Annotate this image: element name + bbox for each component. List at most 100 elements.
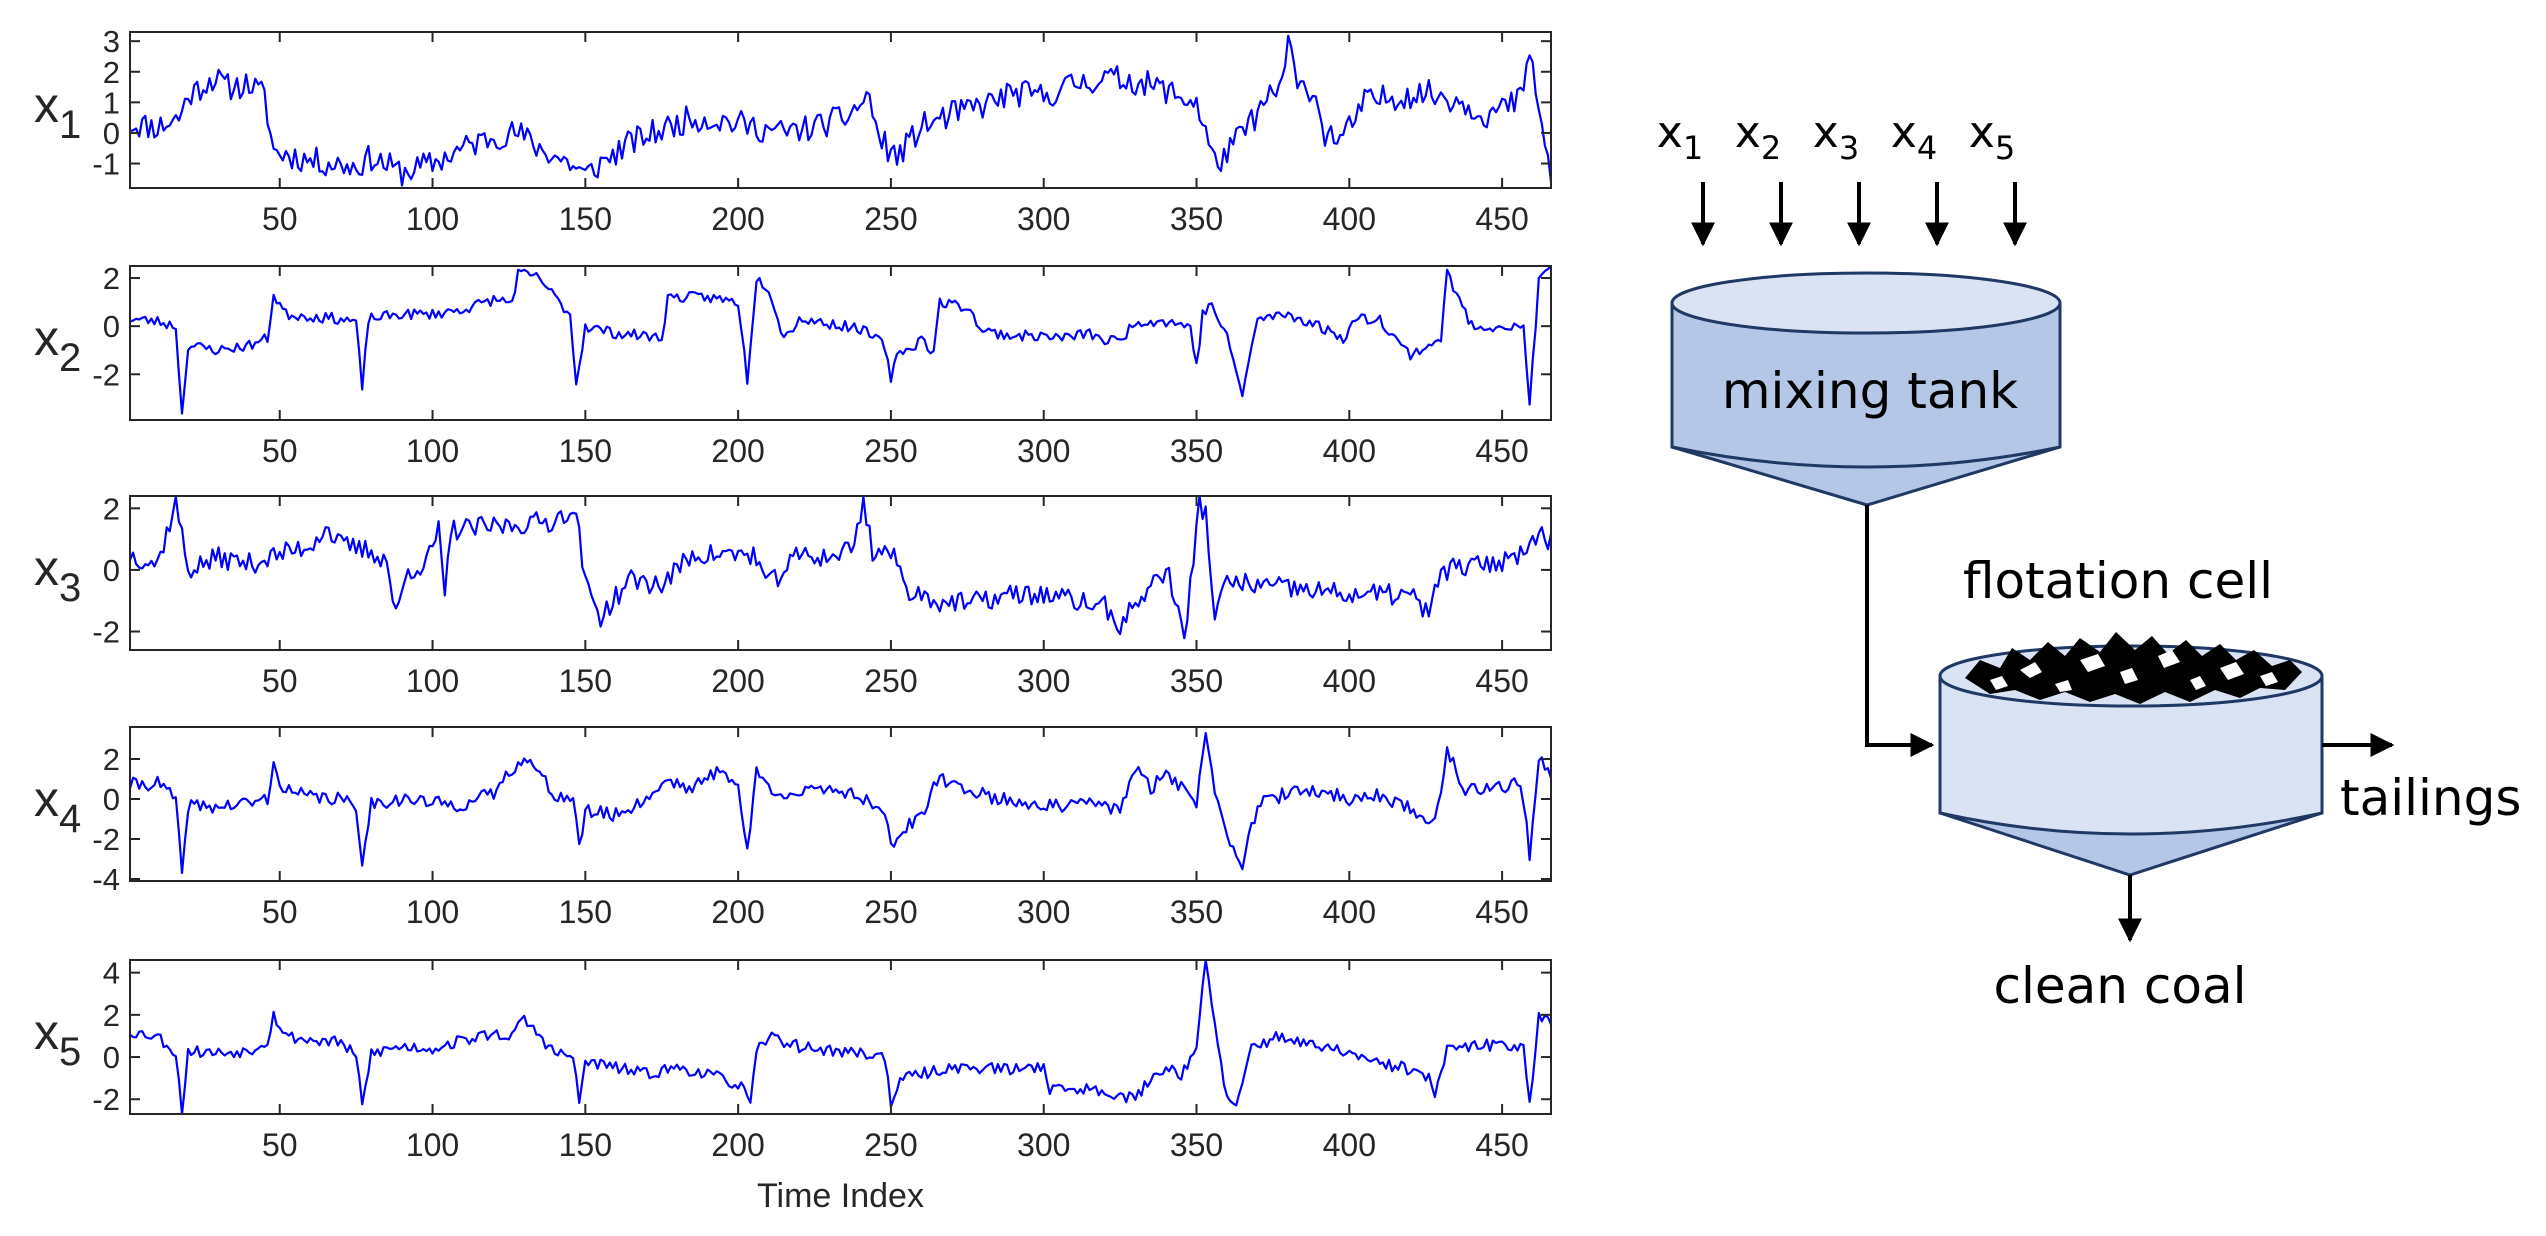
x-tick-label-3-350: 350 — [1170, 663, 1223, 699]
x-tick-label-2-400: 400 — [1323, 433, 1376, 469]
y-axis-label-3: x3 — [34, 540, 81, 610]
froth-mass — [1965, 632, 2302, 704]
y-axis-label-2: x2 — [34, 310, 81, 380]
x-tick-label-2-100: 100 — [406, 433, 459, 469]
input-arrows — [1691, 182, 2027, 247]
x-tick-label-5-400: 400 — [1323, 1127, 1376, 1163]
x-tick-label-1-300: 300 — [1017, 201, 1070, 237]
y-tick-label-2--2: -2 — [92, 357, 120, 392]
x-tick-label-5-350: 350 — [1170, 1127, 1223, 1163]
clean-coal-label: clean coal — [1994, 957, 2247, 1015]
input-labels: x1 x2 x3 x4 x5 — [1657, 107, 2015, 167]
chart-panel-3: 50 100 150 200 250 300 350 400 450 -2 0 2 x3 — [34, 491, 1553, 699]
x-axis-label: Time Index — [757, 1177, 924, 1215]
y-tick-label-5-2: 2 — [103, 998, 120, 1033]
x-tick-label-4-300: 300 — [1017, 894, 1070, 930]
input-label-x3: x3 — [1813, 107, 1859, 167]
y-axis-label-5: x5 — [34, 1004, 81, 1074]
y-tick-label-5-0: 0 — [103, 1040, 120, 1075]
x-tick-label-1-100: 100 — [406, 201, 459, 237]
chart-panel-4: 50 100 150 200 250 300 350 400 450 -4 -2 0 2 x4 — [34, 726, 1553, 930]
x-tick-label-2-450: 450 — [1475, 433, 1528, 469]
x-tick-label-2-200: 200 — [711, 433, 764, 469]
series-line-4-1 — [128, 732, 1553, 874]
feed-pipe — [1865, 505, 1935, 757]
x-tick-label-2-250: 250 — [864, 433, 917, 469]
x-tick-label-5-300: 300 — [1017, 1127, 1070, 1163]
x-tick-label-1-450: 450 — [1475, 201, 1528, 237]
x-tick-label-5-50: 50 — [262, 1127, 298, 1163]
x-tick-label-3-250: 250 — [864, 663, 917, 699]
y-tick-label-3--2: -2 — [92, 615, 120, 650]
x-tick-label-5-250: 250 — [864, 1127, 917, 1163]
input-label-x4: x4 — [1891, 107, 1937, 167]
mixing-tank: mixing tank — [1670, 271, 2062, 507]
mixing-tank-top — [1670, 271, 2062, 335]
y-tick-label-4-0: 0 — [103, 782, 120, 817]
x-tick-label-2-150: 150 — [559, 433, 612, 469]
y-tick-label-4--4: -4 — [92, 862, 120, 897]
x-tick-label-4-350: 350 — [1170, 894, 1223, 930]
x-tick-label-4-150: 150 — [559, 894, 612, 930]
y-tick-label-5-4: 4 — [103, 956, 120, 991]
x-tick-label-3-100: 100 — [406, 663, 459, 699]
series-line-3-1 — [128, 494, 1553, 640]
series-line-2-1 — [129, 265, 1552, 415]
series-line-1-1 — [129, 34, 1553, 187]
x-tick-label-4-100: 100 — [406, 894, 459, 930]
x-tick-label-3-50: 50 — [262, 663, 298, 699]
y-tick-label-3-0: 0 — [103, 553, 120, 588]
x-tick-label-3-450: 450 — [1475, 663, 1528, 699]
x-tick-label-2-350: 350 — [1170, 433, 1223, 469]
axes-box-4 — [129, 726, 1552, 882]
x-tick-label-1-400: 400 — [1323, 201, 1376, 237]
mixing-tank-body — [1670, 301, 2062, 469]
x-tick-label-1-250: 250 — [864, 201, 917, 237]
y-axis-label-4: x4 — [34, 771, 81, 841]
x-tick-label-4-200: 200 — [711, 894, 764, 930]
y-tick-label-3-2: 2 — [103, 491, 120, 526]
x-tick-label-5-100: 100 — [406, 1127, 459, 1163]
flotation-cell — [1938, 632, 2324, 877]
x-tick-label-4-450: 450 — [1475, 894, 1528, 930]
axes-box-5 — [129, 959, 1552, 1115]
axes-box-3 — [129, 495, 1552, 651]
y-axis-label-1: x1 — [34, 77, 81, 147]
input-label-x1: x1 — [1657, 107, 1703, 167]
y-tick-label-2-2: 2 — [103, 261, 120, 296]
mixing-tank-label: mixing tank — [1722, 362, 2018, 420]
x-tick-label-1-200: 200 — [711, 201, 764, 237]
x-tick-label-1-350: 350 — [1170, 201, 1223, 237]
x-tick-label-2-50: 50 — [262, 433, 298, 469]
series-line-5-1 — [129, 958, 1553, 1116]
x-tick-label-5-200: 200 — [711, 1127, 764, 1163]
x-tick-label-1-50: 50 — [262, 201, 298, 237]
x-tick-label-5-450: 450 — [1475, 1127, 1528, 1163]
flotation-cell-label: flotation cell — [1963, 552, 2273, 610]
y-tick-label-4--2: -2 — [92, 822, 120, 857]
x-tick-label-4-250: 250 — [864, 894, 917, 930]
y-tick-label-1-1: 1 — [103, 85, 120, 120]
x-tick-label-3-200: 200 — [711, 663, 764, 699]
x-tick-label-3-300: 300 — [1017, 663, 1070, 699]
y-tick-label-2-0: 0 — [103, 309, 120, 344]
x-tick-label-3-150: 150 — [559, 663, 612, 699]
x-tick-label-3-400: 400 — [1323, 663, 1376, 699]
y-tick-label-5--2: -2 — [92, 1082, 120, 1117]
flotation-process-diagram: x1 x2 x3 x4 x5 mixing tank flotation cel… — [1657, 107, 2522, 1015]
input-label-x2: x2 — [1735, 107, 1781, 167]
input-label-x5: x5 — [1969, 107, 2015, 167]
froth-layer — [1965, 632, 2302, 704]
chart-panel-5: 50 100 150 200 250 300 350 400 450 -2 0 2 4 x5 — [34, 956, 1553, 1163]
x-tick-label-4-400: 400 — [1323, 894, 1376, 930]
axes-box-1 — [129, 31, 1552, 189]
y-tick-label-1-3: 3 — [103, 24, 120, 59]
flotation-cell-body — [1938, 674, 2324, 836]
tailings-label: tailings — [2340, 769, 2521, 827]
y-tick-label-1-2: 2 — [103, 55, 120, 90]
y-tick-label-4-2: 2 — [103, 742, 120, 777]
x-tick-label-4-50: 50 — [262, 894, 298, 930]
y-tick-label-1--1: -1 — [92, 147, 120, 182]
